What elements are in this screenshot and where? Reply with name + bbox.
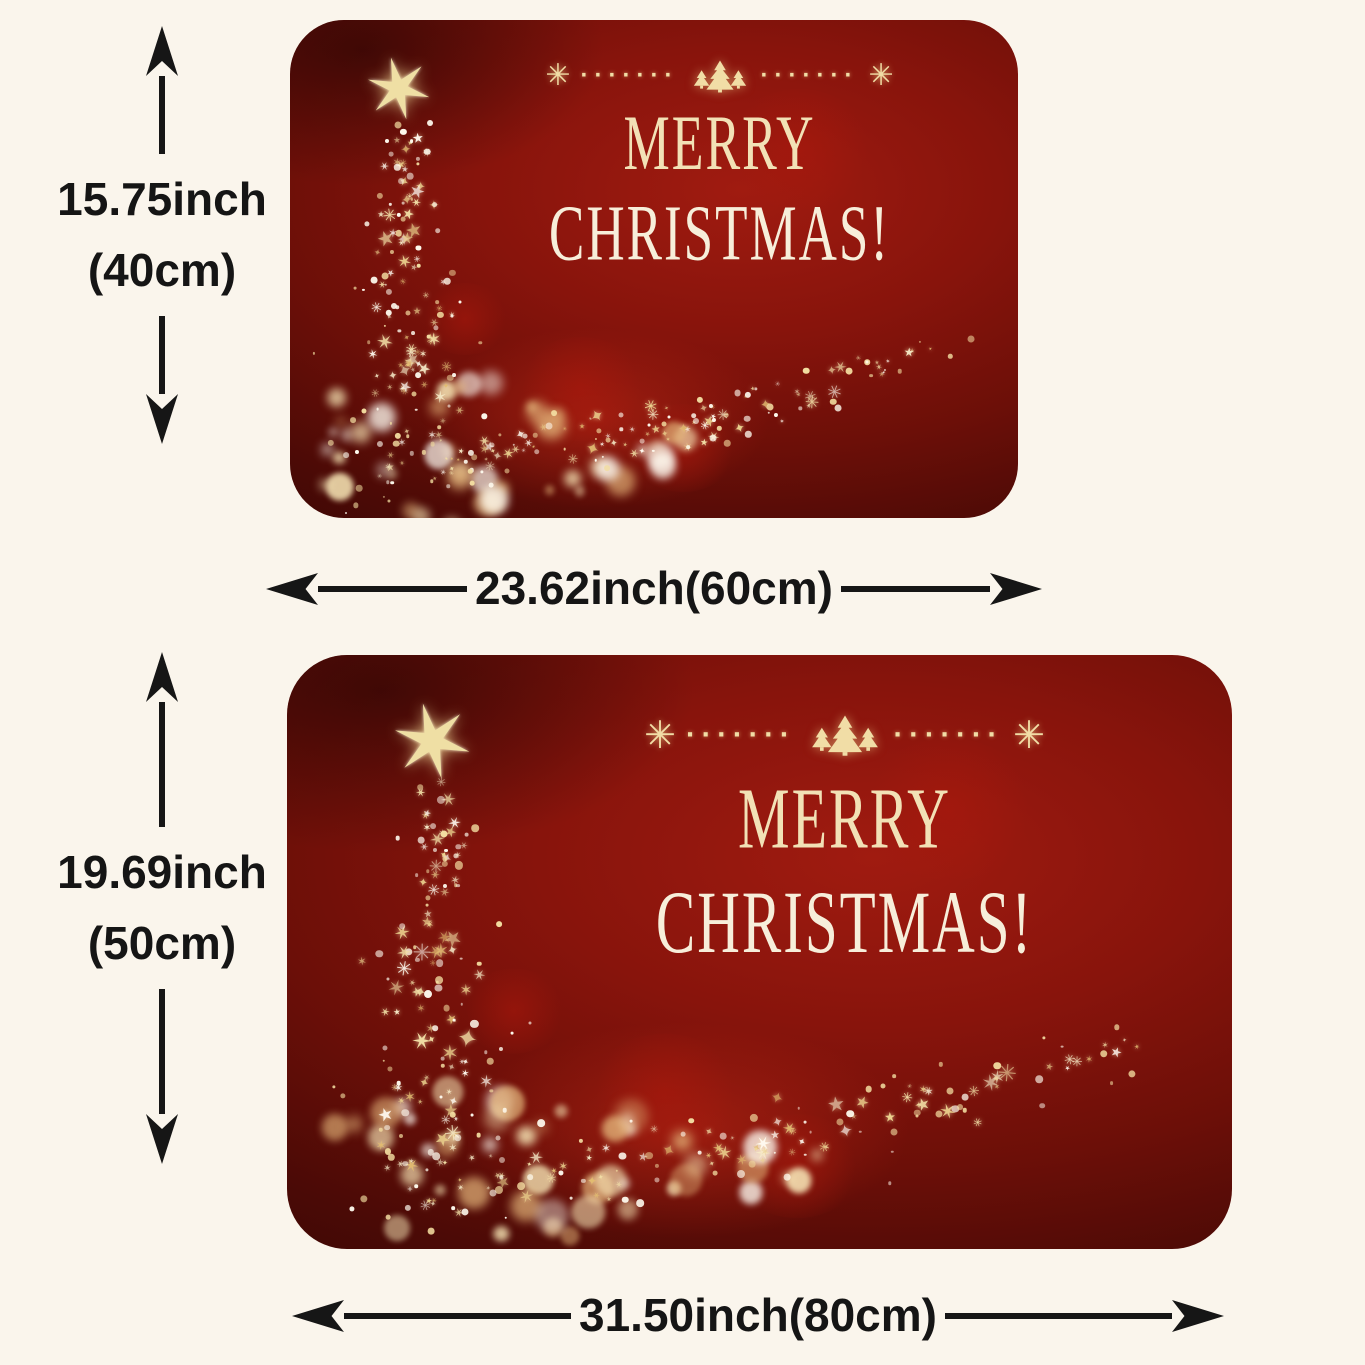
right-arrow-icon <box>1172 1300 1224 1332</box>
christmas-mat-small: ★✦✶✦✳✳✳✶✦★★★✦★✦✦✶★★★★★✳★✳✶★✦✶✶★✶✳✳✶✶✦✳✦✶… <box>290 20 1018 518</box>
star-tree-artwork: ★✦✶✦✳✳✳✶✦★★★✦★✦✦✶★★★★★✳★✳✶★✦✶✶★✶✳✳✶✶✦✳✦✶… <box>290 20 1018 518</box>
star-tree-artwork: ✶✶✶✶✦✶✶✳✶✦★★✶★★✶✶✶★✶✳✳✶✶✶✶✦✶✶✳✦✶✶✦✶✶✦★✶✦… <box>287 655 1232 1249</box>
greeting-block: ✳ ······· ······· ✳ MERRY CHRISTMAS! <box>476 707 1213 981</box>
greeting-line2: CHRISTMAS! <box>655 872 1034 972</box>
height-cm: (40cm) <box>87 244 237 296</box>
greeting-line2: CHRISTMAS! <box>549 190 891 278</box>
greeting-block: ✳ ······· ······· ✳ MERRY CHRISTMAS! <box>436 54 1004 286</box>
up-arrow-icon <box>28 26 296 154</box>
christmas-trees-icon <box>693 60 746 93</box>
height-cm: (50cm) <box>87 917 237 969</box>
height-inches: 19.69inch <box>57 845 267 898</box>
width-label-large-mat: 31.50inch(80cm) <box>579 1289 937 1342</box>
greeting-line1: MERRY <box>623 101 816 188</box>
snowflake-asterisk-icon: ✳ <box>868 58 894 93</box>
right-arrow-icon <box>990 573 1042 605</box>
height-label-large-mat: 19.69inch (50cm) <box>57 827 267 990</box>
dotted-line: ······· <box>893 718 1004 751</box>
left-arrow-icon <box>292 1300 344 1332</box>
height-inches: 15.75inch <box>57 172 267 225</box>
height-dimension-large-mat: 19.69inch (50cm) <box>28 652 296 1164</box>
up-arrow-icon <box>28 652 296 827</box>
snowflake-asterisk-icon: ✳ <box>644 713 676 757</box>
red-glow-lights <box>290 20 1018 518</box>
dotted-line: ······· <box>580 62 679 89</box>
christmas-mat-large: ✶✶✶✶✦✶✶✳✶✦★★✶★★✶✶✶★✶✳✳✶✶✶✶✦✶✶✳✦✶✶✦✶✶✦★✶✦… <box>287 655 1232 1249</box>
width-dimension-large-mat: 31.50inch(80cm) <box>292 1287 1224 1345</box>
snowflake-asterisk-icon: ✳ <box>1013 713 1045 757</box>
dotted-line: ······· <box>685 718 796 751</box>
height-dimension-small-mat: 15.75inch (40cm) <box>28 26 296 444</box>
bokeh-lights <box>290 20 1018 518</box>
ornament-divider: ✳ ······· ······· ✳ <box>436 54 1004 98</box>
width-dimension-small-mat: 23.62inch(60cm) <box>266 560 1042 618</box>
left-arrow-icon <box>266 573 318 605</box>
height-label-small-mat: 15.75inch (40cm) <box>57 154 267 317</box>
width-label-small-mat: 23.62inch(60cm) <box>475 562 833 615</box>
snowflake-asterisk-icon: ✳ <box>545 58 571 93</box>
down-arrow-icon <box>28 989 296 1164</box>
ornament-divider: ✳ ······· ······· ✳ <box>476 707 1213 763</box>
dotted-line: ······· <box>760 62 859 89</box>
christmas-trees-icon <box>811 715 878 756</box>
down-arrow-icon <box>28 316 296 444</box>
greeting-line1: MERRY <box>738 769 952 868</box>
